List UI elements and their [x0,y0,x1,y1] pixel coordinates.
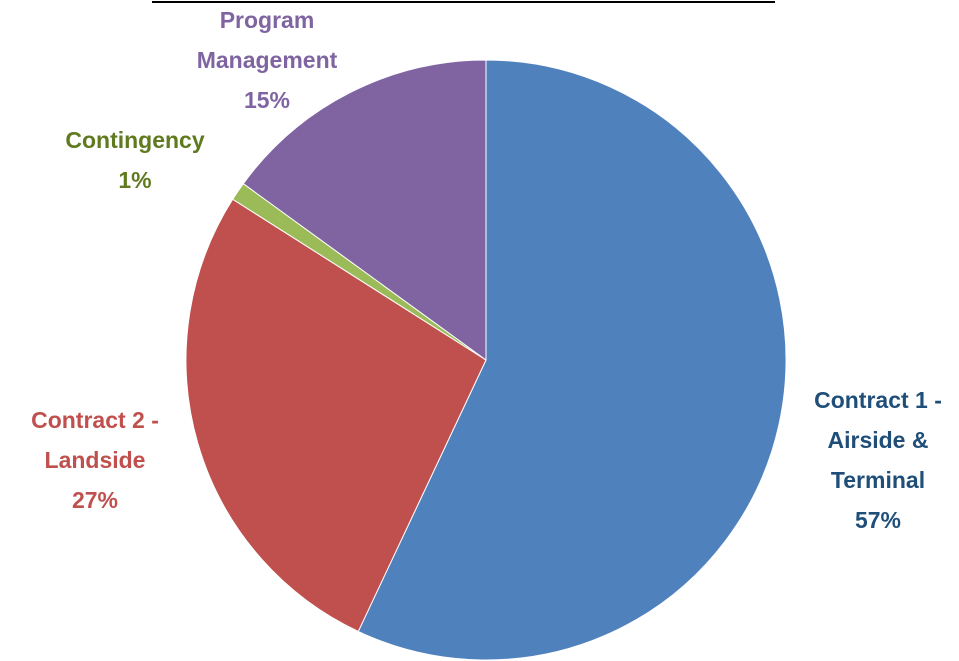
value-label: 15% [243,87,291,113]
value-label: 1% [118,167,152,193]
pie-slice [242,59,487,361]
slice-label: Program Management 15% [185,0,350,120]
slice-label: Contract 2 - Landside 27% [8,400,183,520]
slice-label: Contingency 1% [50,120,220,200]
pie-slice [185,198,487,633]
category-label: Contingency [65,127,205,153]
slice-label: Contract 1 - Airside & Terminal 57% [791,380,959,540]
value-label: 27% [71,487,119,513]
category-label: Contract 2 - Landside [31,407,159,473]
category-label: Contract 1 - Airside & Terminal [814,387,942,493]
value-label: 57% [854,507,902,533]
pie-slice [357,59,787,661]
category-label: Program Management [196,7,338,73]
